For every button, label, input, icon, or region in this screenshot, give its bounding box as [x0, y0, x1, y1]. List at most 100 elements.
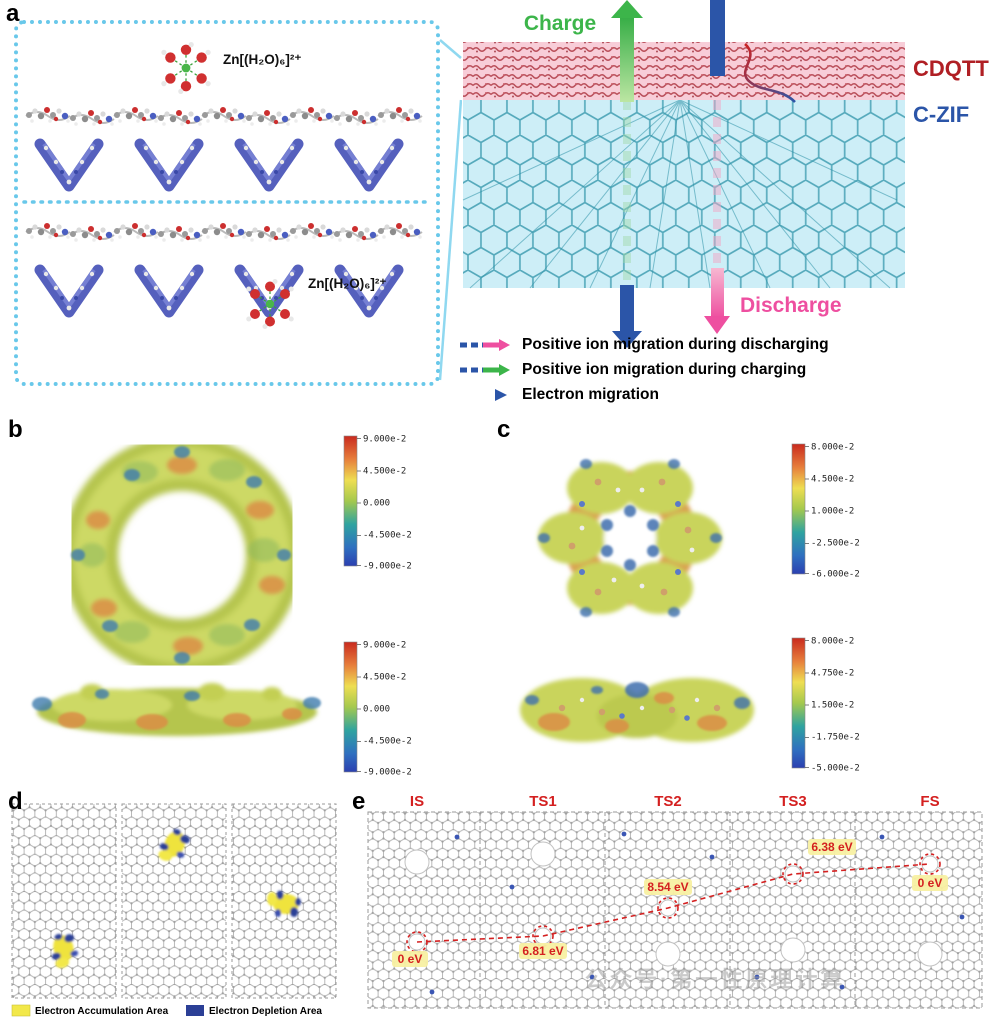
esp-ring-orange-spots — [86, 456, 285, 655]
discharge-label: Discharge — [740, 294, 842, 317]
cdqtt-slab-overlay — [463, 42, 905, 100]
esp-ring-top-view — [62, 435, 302, 675]
cdqtt-label: CDQTT — [913, 56, 989, 81]
discharging-arrow-icon — [460, 339, 510, 351]
e-site-circles — [406, 853, 941, 953]
cdqtt-slab-texture — [463, 42, 905, 100]
colorbar-tick-label: 8.000e-2 — [811, 637, 854, 647]
legend-row-discharging: Positive ion migration during dischargin… — [459, 336, 829, 354]
panel-label-c: c — [497, 416, 511, 443]
colorbar-tick-label: -4.500e-2 — [363, 531, 412, 541]
callout-line-top — [439, 39, 462, 59]
colorbar-tick-label: -2.500e-2 — [811, 539, 860, 549]
e-cell-separators — [479, 812, 856, 1008]
esp-hex-atoms — [568, 478, 695, 596]
colorbar-tick-label: 1.500e-2 — [811, 701, 854, 711]
energy-label-is: 0 eV — [398, 952, 423, 966]
colorbar-c-top: 8.000e-2 4.500e-2 1.000e-2 -2.500e-2 -6.… — [791, 443, 860, 580]
esp-hex-blue-spots — [538, 459, 722, 617]
discharge-arrow — [704, 268, 730, 334]
charge-label: Charge — [524, 12, 596, 35]
czif-network-mesh — [463, 98, 905, 288]
watermark: 公众号·第一性原理计算 — [585, 967, 846, 992]
panel-a-legend: Positive ion migration during dischargin… — [459, 336, 829, 411]
legend-electron-label: Electron migration — [522, 386, 659, 403]
panel-label-e: e — [352, 788, 366, 815]
legend-charging-label: Positive ion migration during charging — [522, 361, 807, 378]
colorbar-tick-label: 1.000e-2 — [811, 507, 854, 517]
e-nitrogen-dots — [429, 831, 965, 995]
panel-a-structure: Charge Discharge CDQTT C-ZIF — [462, 0, 989, 348]
zn-complex-top-label: Zn[(H₂O)₆]²⁺ — [223, 52, 301, 67]
d-cell-3 — [231, 803, 337, 999]
colorbar-tick-label: 4.750e-2 — [811, 669, 854, 679]
colorbar-tick-label: 0.000 — [363, 705, 390, 715]
colorbar-tick-label: -4.500e-2 — [363, 737, 412, 747]
accumulation-swatch — [11, 1004, 31, 1017]
molecular-ribbon-top — [26, 107, 422, 126]
accumulation-label: Electron Accumulation Area — [35, 1006, 169, 1017]
esp-hex-side-atoms — [558, 697, 721, 721]
colorbar-tick-label: -6.000e-2 — [811, 570, 860, 580]
ion-outflow-arrow — [612, 285, 642, 348]
state-label-ts1: TS1 — [529, 793, 557, 810]
colorbar-tick-label: 8.000e-2 — [811, 443, 854, 453]
energy-label-ts1: 6.81 eV — [522, 944, 563, 958]
panel-e-energy-pathway: IS TS1 TS2 TS3 FS — [367, 793, 983, 1009]
colorbar-tick-label: 0.000 — [363, 499, 390, 509]
d-cell-1 — [11, 803, 117, 999]
colorbar-tick-label: 9.000e-2 — [363, 641, 406, 651]
colorbar-tick-label: -1.750e-2 — [811, 733, 860, 743]
panel-d-charge-density: Electron Accumulation Area Electron Depl… — [11, 803, 337, 1017]
colorbar-tick-label: 4.500e-2 — [363, 673, 406, 683]
panel-a-inset-graphic: Zn[(H₂O)₆]²⁺ Zn[(H₂O)₆]²⁺ — [22, 41, 428, 330]
depletion-label: Electron Depletion Area — [209, 1006, 322, 1017]
esp-ring-green-patches — [78, 459, 280, 646]
e-energy-labels: 0 eV 6.81 eV 8.54 eV 6.38 eV 0 eV — [392, 839, 948, 967]
colorbar-b-bottom: 9.000e-2 4.500e-2 0.000 -4.500e-2 -9.000… — [343, 641, 412, 778]
depletion-swatch — [186, 1005, 204, 1016]
colorbar-b-top: 9.000e-2 4.500e-2 0.000 -4.500e-2 -9.000… — [343, 435, 412, 572]
state-label-is: IS — [410, 793, 424, 810]
esp-hex-side-view — [520, 678, 754, 742]
panel-label-a: a — [6, 0, 20, 27]
inset-callout-lines — [438, 39, 462, 381]
czif-radiating-bonds — [462, 99, 898, 289]
panel-c-esp: 8.000e-2 4.500e-2 1.000e-2 -2.500e-2 -6.… — [520, 443, 860, 774]
esp-ring-side-view — [32, 683, 321, 736]
esp-hex-top-view — [538, 459, 722, 617]
panel-label-d: d — [8, 788, 23, 815]
state-label-fs: FS — [920, 793, 939, 810]
e-lattice-border — [367, 811, 983, 1009]
legend-discharging-label: Positive ion migration during dischargin… — [522, 336, 829, 353]
e-migration-path — [416, 863, 931, 943]
energy-label-fs: 0 eV — [918, 876, 943, 890]
state-label-ts2: TS2 — [654, 793, 682, 810]
zn-complex-bottom-label: Zn[(H₂O)₆]²⁺ — [308, 276, 386, 291]
electron-migration-path — [743, 43, 796, 103]
esp-ring-blue-spots — [71, 446, 291, 664]
czif-label: C-ZIF — [913, 102, 969, 127]
d-cell-2 — [121, 803, 227, 999]
charge-arrow — [611, 0, 643, 102]
legend-row-charging: Positive ion migration during charging — [459, 361, 829, 379]
panel-b-esp: 9.000e-2 4.500e-2 0.000 -4.500e-2 -9.000… — [32, 435, 412, 778]
zn-complex-top-cluster — [160, 41, 212, 95]
ion-inflow-bar — [710, 0, 725, 76]
colorbar-c-bottom: 8.000e-2 4.750e-2 1.500e-2 -1.750e-2 -5.… — [791, 637, 860, 774]
energy-label-ts2: 8.54 eV — [647, 880, 688, 894]
colorbar-tick-label: 4.500e-2 — [811, 475, 854, 485]
legend-row-electron: Electron migration — [459, 386, 829, 404]
charging-arrow-icon — [460, 364, 510, 376]
colorbar-tick-label: 4.500e-2 — [363, 467, 406, 477]
zif-molecule-row-top — [40, 144, 398, 186]
panel-label-b: b — [8, 416, 23, 443]
electron-arrow-icon — [460, 389, 507, 401]
energy-label-ts3: 6.38 eV — [811, 840, 852, 854]
panel-a-inset-box: Zn[(H₂O)₆]²⁺ Zn[(H₂O)₆]²⁺ — [14, 20, 440, 386]
colorbar-tick-label: -9.000e-2 — [363, 562, 412, 572]
colorbar-tick-label: -5.000e-2 — [811, 764, 860, 774]
molecular-ribbon-bottom — [26, 223, 422, 242]
state-label-ts3: TS3 — [779, 793, 807, 810]
